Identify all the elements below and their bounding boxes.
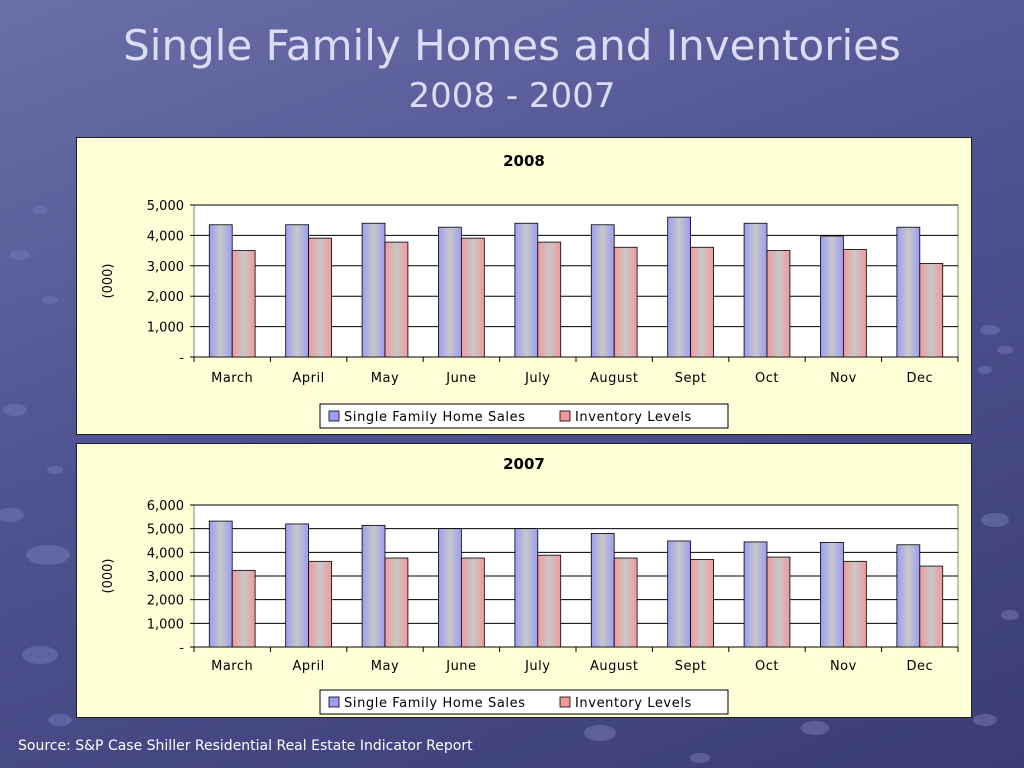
bar-sales-dec — [896, 544, 921, 648]
legend-swatch-inventory — [559, 696, 571, 708]
legend-box — [319, 689, 729, 715]
legend-swatch-sales — [328, 696, 340, 708]
legend: Single Family Home Sales Inventory Levels — [319, 689, 729, 715]
bar-inventory-july — [537, 554, 562, 648]
source-note: Source: S&P Case Shiller Residential Rea… — [18, 738, 473, 754]
y-axis-label: (000) — [101, 264, 116, 299]
chart-title: 2007 — [503, 455, 545, 473]
x-tick-label: July — [524, 371, 550, 386]
bar-inventory-may — [384, 557, 409, 648]
x-tick-label: Nov — [830, 659, 857, 674]
bar-inventory-april — [308, 237, 332, 358]
y-tick-label: 2,000 — [147, 594, 184, 609]
bar-inventory-nov — [843, 248, 867, 358]
x-tick-label: May — [371, 371, 399, 386]
bar-sales-august — [590, 224, 615, 358]
bar-sales-july — [514, 528, 539, 648]
bar-inventory-june — [460, 557, 485, 648]
x-tick-label: Nov — [830, 371, 857, 386]
x-tick-label: June — [445, 659, 476, 674]
x-tick-label: March — [211, 659, 253, 674]
x-tick-label: June — [445, 371, 476, 386]
bar-sales-may — [361, 222, 386, 358]
chart-title: 2008 — [503, 152, 545, 170]
bar-sales-march — [208, 224, 233, 358]
x-tick-label: May — [371, 659, 399, 674]
y-tick-label: 2,000 — [147, 290, 184, 305]
legend-label-inventory: Inventory Levels — [575, 696, 692, 711]
x-tick-label: August — [590, 659, 639, 674]
y-tick-label: 1,000 — [147, 617, 184, 632]
legend-label-inventory: Inventory Levels — [575, 410, 692, 425]
x-tick-label: Oct — [755, 659, 779, 674]
legend-swatch-inventory — [559, 410, 571, 422]
bar-inventory-may — [384, 241, 409, 358]
bar-sales-oct — [743, 541, 768, 648]
bar-sales-april — [285, 224, 309, 358]
bar-inventory-sept — [690, 246, 714, 358]
bar-sales-sept — [667, 216, 691, 358]
x-tick-label: July — [524, 659, 550, 674]
y-tick-label: 6,000 — [147, 499, 184, 514]
bar-inventory-march — [231, 250, 256, 358]
bar-inventory-june — [460, 237, 485, 358]
bar-sales-june — [438, 528, 462, 648]
chart-panel-2007: 2007 - 1,000 2,000 3,000 4,000 5,000 6,000 (000)… — [76, 443, 972, 718]
chart-2008: 2008 - 1,000 2,000 3,000 4,000 5,000 (000) March… — [101, 152, 959, 429]
bar-inventory-march — [231, 569, 256, 648]
bar-inventory-april — [308, 560, 332, 648]
x-tick-label: Oct — [755, 371, 779, 386]
x-tick-label: April — [292, 371, 324, 386]
legend-box — [319, 403, 729, 429]
bar-inventory-august — [613, 246, 638, 358]
bar-sales-april — [285, 523, 309, 648]
x-tick-label: August — [590, 371, 639, 386]
bar-sales-june — [438, 226, 462, 358]
bar-inventory-august — [613, 557, 638, 648]
y-tick-label: 4,000 — [147, 546, 184, 561]
bar-sales-may — [361, 524, 386, 648]
bar-inventory-oct — [766, 250, 791, 358]
slide-subtitle: 2008 - 2007 — [408, 76, 616, 116]
legend-label-sales: Single Family Home Sales — [344, 696, 526, 711]
y-tick-label: 5,000 — [147, 199, 184, 214]
x-tick-label: Sept — [675, 371, 707, 386]
legend: Single Family Home Sales Inventory Levels — [319, 403, 729, 429]
y-tick-label: 5,000 — [147, 523, 184, 538]
x-tick-label: Sept — [675, 659, 707, 674]
chart-panel-2008: 2008 - 1,000 2,000 3,000 4,000 5,000 (000) March… — [76, 137, 972, 435]
bar-sales-nov — [820, 235, 844, 358]
x-tick-label: April — [292, 659, 324, 674]
y-axis-label: (000) — [101, 559, 116, 594]
y-tick-label: 1,000 — [147, 321, 184, 336]
y-tick-label: - — [179, 641, 184, 656]
bar-inventory-dec — [919, 565, 944, 648]
bar-sales-nov — [820, 541, 844, 648]
x-tick-label: Dec — [906, 659, 933, 674]
bar-sales-dec — [896, 226, 921, 358]
y-tick-label: 4,000 — [147, 229, 184, 244]
bar-sales-oct — [743, 222, 768, 358]
bar-inventory-sept — [690, 559, 714, 648]
y-tick-label: 3,000 — [147, 260, 184, 275]
slide-title: Single Family Homes and Inventories — [123, 21, 901, 70]
legend-label-sales: Single Family Home Sales — [344, 410, 526, 425]
bar-inventory-july — [537, 241, 562, 358]
bar-inventory-nov — [843, 560, 867, 648]
bar-sales-july — [514, 222, 539, 358]
y-tick-label: 3,000 — [147, 570, 184, 585]
legend-swatch-sales — [328, 410, 340, 422]
bar-sales-sept — [667, 540, 691, 648]
bar-sales-august — [590, 533, 615, 648]
chart-2007: 2007 - 1,000 2,000 3,000 4,000 5,000 6,000 (000)… — [101, 455, 959, 715]
x-tick-label: March — [211, 371, 253, 386]
bar-inventory-dec — [919, 262, 944, 358]
y-tick-label: - — [179, 351, 184, 366]
bar-inventory-oct — [766, 556, 791, 648]
x-tick-label: Dec — [906, 371, 933, 386]
bar-sales-march — [208, 520, 233, 648]
